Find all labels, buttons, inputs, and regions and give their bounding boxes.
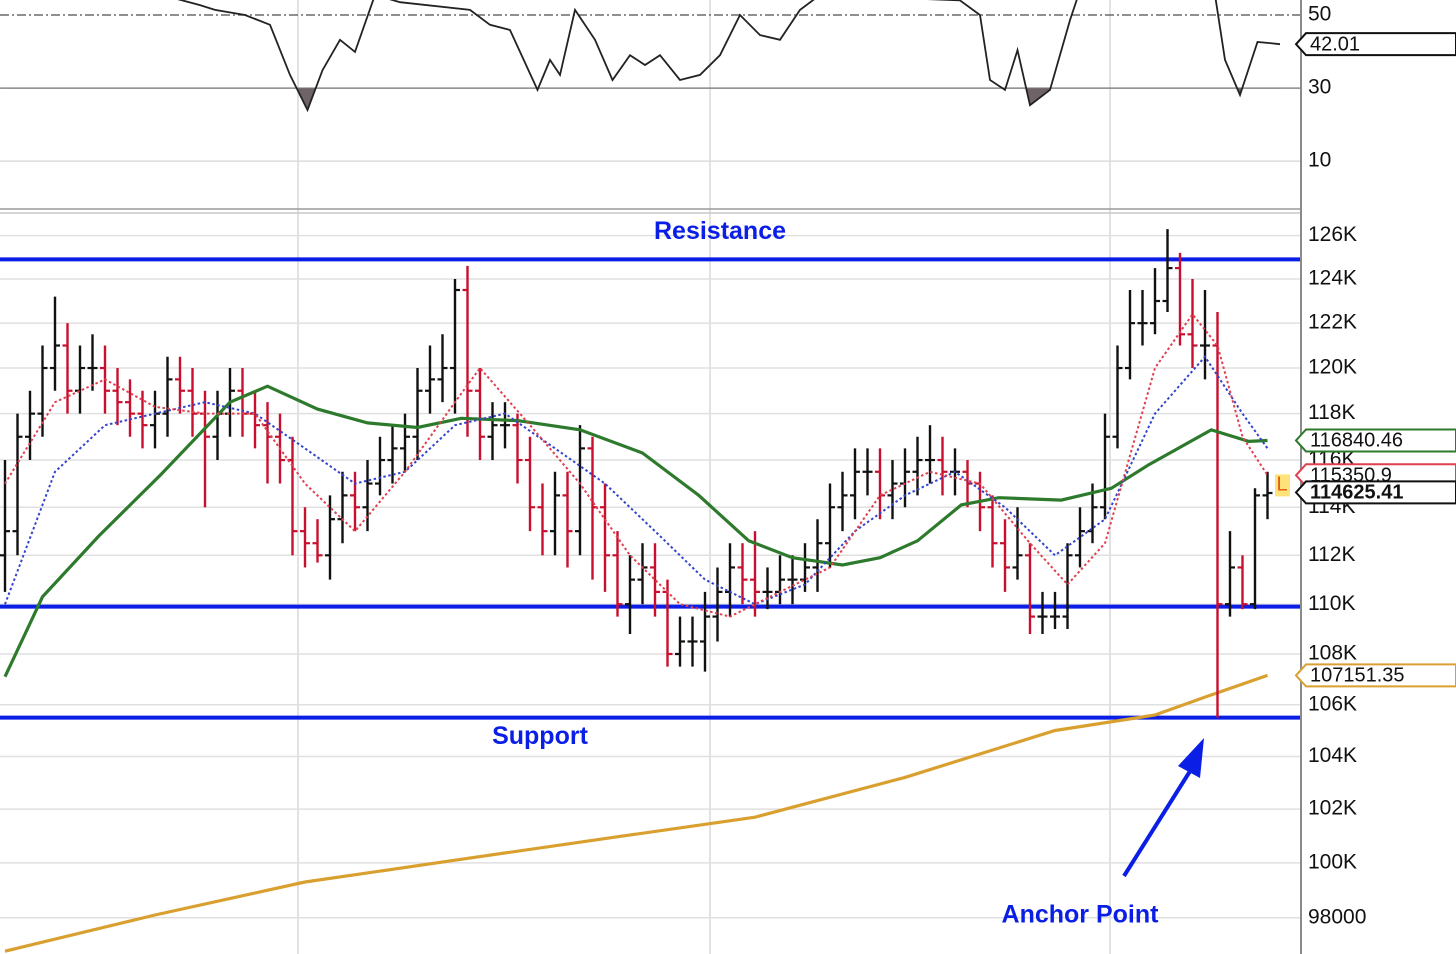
y-tick-label: 112K	[1308, 543, 1356, 566]
y-tick-label: 122K	[1308, 311, 1357, 334]
y-tick-label: 118K	[1308, 401, 1356, 424]
moving-average	[3, 384, 1268, 678]
y-tick-label: 100K	[1308, 850, 1357, 873]
marker-box	[1275, 474, 1290, 497]
y-tick-label: 30	[1308, 76, 1331, 99]
y-tick-label: 98000	[1308, 905, 1366, 928]
rsi-plot	[5, 0, 1281, 113]
value-label: 107151.35	[1310, 665, 1405, 687]
y-tick-label: 106K	[1308, 692, 1357, 715]
y-tick-label: 10	[1308, 149, 1331, 172]
annotation-arrowhead	[1178, 738, 1204, 778]
annotation: Anchor Point	[1002, 901, 1160, 929]
value-label: 42.01	[1310, 33, 1360, 55]
y-tick-label: 50	[1308, 3, 1331, 26]
value-label: 114625.41	[1310, 482, 1403, 504]
price-plot: Resistance Support	[0, 217, 1300, 953]
rsi-line	[177, 0, 1281, 113]
marker-label: L	[1276, 474, 1287, 496]
moving-average	[4, 673, 1269, 953]
y-tick-label: 108K	[1308, 642, 1357, 665]
y-tick-label: 124K	[1308, 267, 1357, 290]
moving-average	[4, 312, 1269, 618]
value-label-box	[1294, 663, 1456, 688]
level-label: Support	[492, 722, 588, 750]
value-label: 116840.46	[1310, 430, 1403, 452]
y-tick-label: 102K	[1308, 797, 1357, 820]
value-label-box	[1294, 480, 1456, 505]
y-tick-label: 120K	[1308, 356, 1357, 379]
y-tick-label: 110K	[1308, 592, 1356, 615]
level-label: Resistance	[654, 217, 786, 245]
grid	[297, 0, 1111, 954]
value-label-box	[1294, 32, 1456, 57]
value-label-box	[1294, 428, 1456, 453]
annotation-arrow	[1122, 766, 1194, 878]
y-tick-label: 126K	[1308, 223, 1357, 246]
y-tick-label: 104K	[1308, 744, 1357, 767]
